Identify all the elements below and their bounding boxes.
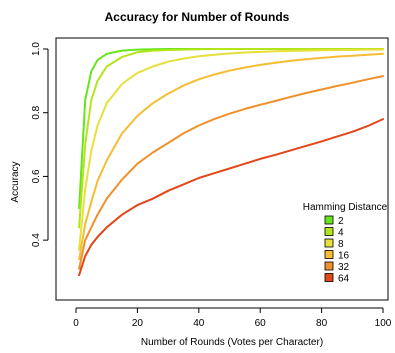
x-axis-label: Number of Rounds (Votes per Character) bbox=[141, 337, 323, 348]
legend-label-64: 64 bbox=[338, 274, 350, 285]
legend-title: Hamming Distance bbox=[303, 202, 388, 213]
legend-swatch-32 bbox=[324, 261, 334, 271]
series-line-2 bbox=[78, 48, 384, 210]
x-tick-label: 80 bbox=[316, 318, 328, 329]
legend-label-32: 32 bbox=[338, 262, 350, 273]
series-line-8 bbox=[78, 48, 384, 251]
legend-label-8: 8 bbox=[338, 239, 344, 250]
x-tick-label: 40 bbox=[193, 318, 205, 329]
legend-swatch-16 bbox=[324, 250, 334, 259]
legend-label-16: 16 bbox=[338, 251, 350, 262]
plot-frame bbox=[55, 37, 389, 301]
series-line-64 bbox=[78, 118, 384, 277]
legend-swatch-2 bbox=[324, 215, 334, 225]
x-tick-label: 0 bbox=[73, 318, 79, 329]
x-tick-label: 100 bbox=[375, 318, 392, 329]
series-line-32 bbox=[78, 75, 384, 270]
y-tick-label: 1.0 bbox=[31, 42, 42, 56]
y-tick-label: 0.8 bbox=[31, 105, 42, 119]
legend-swatch-8 bbox=[324, 238, 334, 248]
y-tick-label: 0.6 bbox=[31, 169, 42, 183]
legend-label-4: 4 bbox=[338, 228, 344, 239]
legend-swatch-4 bbox=[324, 227, 334, 236]
x-tick-label: 60 bbox=[255, 318, 267, 329]
series-line-4 bbox=[78, 48, 384, 229]
y-tick-label: 0.4 bbox=[31, 233, 42, 247]
chart-title: Accuracy for Number of Rounds bbox=[105, 10, 290, 24]
x-tick-label: 20 bbox=[132, 318, 144, 329]
axes-layer: 0 20 40 60 80 100 0.4 0.6 0.8 1.0 bbox=[31, 42, 392, 329]
legend-swatch-64 bbox=[324, 273, 334, 282]
legend-label-2: 2 bbox=[338, 216, 344, 227]
y-axis-label: Accuracy bbox=[10, 161, 21, 202]
series-line-16 bbox=[78, 52, 384, 261]
series-layer bbox=[78, 48, 384, 277]
